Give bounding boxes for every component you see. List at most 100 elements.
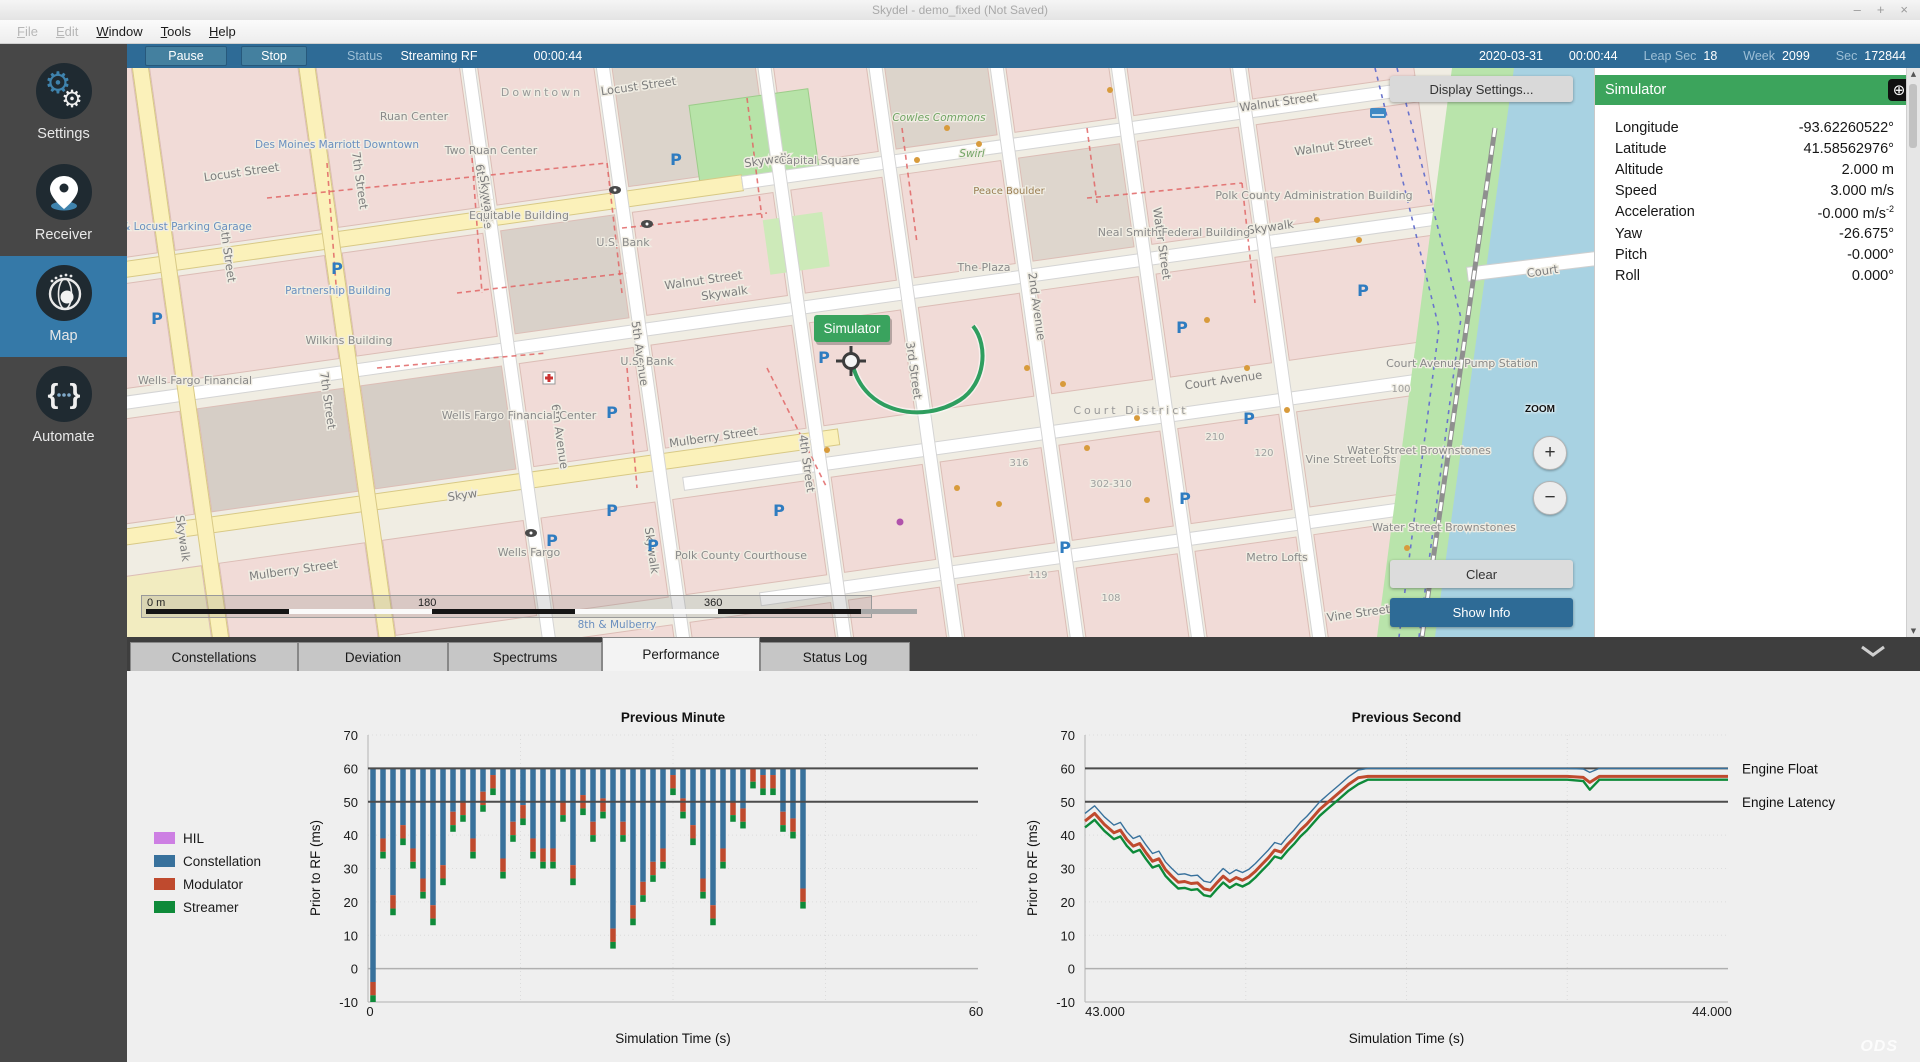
bar-modulator — [660, 848, 666, 861]
scroll-down-icon[interactable]: ▼ — [1907, 627, 1920, 635]
y-tick-label: 70 — [344, 728, 358, 743]
telemetry-value: 2.000 m — [1842, 162, 1894, 178]
bar-modulator — [450, 812, 456, 825]
parking-icon: P — [647, 536, 659, 555]
place-label: Equitable Building — [469, 209, 569, 222]
map-poi-dot — [1404, 545, 1410, 551]
bar-constellation — [470, 768, 476, 838]
chart-title: Previous Second — [1352, 710, 1462, 725]
braces-icon: {} — [36, 366, 92, 422]
menu-item-edit: Edit — [47, 22, 87, 41]
x-tick-label: 0 — [366, 1004, 373, 1019]
sidebar-item-automate[interactable]: {}Automate — [0, 357, 127, 458]
y-tick-label: 50 — [344, 795, 358, 810]
place-label: Court District — [1073, 404, 1188, 417]
telemetry-label: Acceleration — [1615, 204, 1695, 222]
sim-time: 00:00:44 — [1569, 49, 1618, 63]
globe-orbit-dot — [69, 275, 72, 278]
bar-streamer — [620, 835, 626, 842]
telemetry-value: 41.58562976° — [1804, 141, 1894, 157]
bar-streamer — [580, 808, 586, 815]
close-button[interactable]: × — [1900, 0, 1908, 20]
tab-deviation[interactable]: Deviation — [298, 642, 448, 671]
map-block — [1037, 277, 1152, 394]
elapsed-time: 00:00:44 — [534, 49, 583, 63]
sidebar-item-settings[interactable]: ⚙⚙Settings — [0, 54, 127, 155]
stop-button[interactable]: Stop — [241, 46, 307, 66]
y-tick-label: -10 — [339, 995, 358, 1010]
bar-modulator — [800, 889, 806, 902]
clear-button[interactable]: Clear — [1390, 560, 1573, 588]
location-pin-icon — [36, 164, 92, 220]
bar-modulator — [740, 808, 746, 821]
bar-constellation — [440, 768, 446, 865]
window-title: Skydel - demo_fixed (Not Saved) — [872, 3, 1048, 17]
menu-item-help[interactable]: Help — [200, 22, 245, 41]
x-tick-label: 60 — [969, 1004, 983, 1019]
tab-spectrums[interactable]: Spectrums — [448, 642, 602, 671]
bar-streamer — [610, 942, 616, 949]
y-tick-label: 20 — [1061, 895, 1075, 910]
bar-constellation — [530, 768, 536, 838]
bar-modulator — [390, 895, 396, 908]
scale-360: 360 — [704, 597, 722, 609]
zoom-out-button[interactable]: − — [1533, 481, 1567, 515]
sidebar-item-receiver[interactable]: Receiver — [0, 155, 127, 256]
toolbar: Pause Stop Status Streaming RF 00:00:44 … — [0, 44, 1920, 68]
tab-performance[interactable]: Performance — [602, 637, 760, 671]
bar-modulator — [560, 802, 566, 815]
telemetry-label: Roll — [1615, 268, 1640, 284]
parking-icon: P — [1059, 538, 1071, 557]
bar-streamer — [770, 788, 776, 795]
bar-modulator — [480, 792, 486, 805]
bar-constellation — [770, 768, 776, 775]
scroll-thumb[interactable] — [1909, 84, 1917, 148]
telemetry-value: -0.000° — [1847, 247, 1894, 263]
bar-modulator — [400, 825, 406, 838]
globe-orbit-dot — [50, 280, 53, 283]
minimize-button[interactable]: – — [1854, 0, 1861, 20]
gears-icon: ⚙⚙ — [36, 63, 92, 119]
map-block — [831, 464, 935, 572]
telemetry-label: Latitude — [1615, 141, 1667, 157]
menu-bar: FileEditWindowToolsHelp — [0, 20, 1920, 44]
map-poi-dot — [1024, 365, 1030, 371]
bar-constellation — [680, 768, 686, 798]
bar-constellation — [760, 768, 766, 775]
show-info-button[interactable]: Show Info — [1390, 598, 1573, 627]
menu-item-window[interactable]: Window — [87, 22, 151, 41]
brace-left: { — [47, 378, 58, 409]
bar-constellation — [460, 768, 466, 801]
menu-item-tools[interactable]: Tools — [152, 22, 200, 41]
map-canvas[interactable]: Locust StreetLocust StreetWalnut StreetW… — [127, 68, 1594, 637]
bar-streamer — [480, 805, 486, 812]
display-settings-button[interactable]: Display Settings... — [1390, 76, 1573, 102]
map-block — [673, 480, 827, 595]
bar-modulator — [770, 775, 776, 788]
telemetry-rows: Longitude-93.62260522°Latitude41.5856297… — [1595, 105, 1920, 287]
y-tick-label: 60 — [1061, 761, 1075, 776]
place-label: Peace Boulder — [973, 186, 1045, 197]
bar-streamer — [700, 892, 706, 899]
scroll-up-icon[interactable]: ▲ — [1907, 70, 1920, 78]
brace-dot — [62, 393, 66, 397]
pause-button[interactable]: Pause — [145, 46, 227, 66]
bar-constellation — [560, 768, 566, 801]
bar-streamer — [490, 788, 496, 795]
sidebar-item-map[interactable]: Map — [0, 256, 127, 357]
bar-constellation — [400, 768, 406, 825]
tab-status-log[interactable]: Status Log — [760, 642, 910, 671]
bar-modulator — [420, 879, 426, 892]
y-axis-label: Prior to RF (ms) — [308, 820, 323, 916]
panel-scrollbar[interactable]: ▲ ▼ — [1906, 68, 1920, 637]
menu-item-file: File — [8, 22, 47, 41]
collapse-panel-chevron-down-icon[interactable] — [1860, 645, 1886, 663]
bar-streamer — [650, 875, 656, 882]
maximize-button[interactable]: + — [1877, 0, 1885, 20]
map-street-grid — [127, 68, 1594, 637]
zoom-in-button[interactable]: + — [1533, 436, 1567, 470]
bar-modulator — [410, 848, 416, 861]
threshold-label: Engine Latency — [1742, 795, 1835, 810]
bar-constellation — [710, 768, 716, 905]
tab-constellations[interactable]: Constellations — [130, 642, 298, 671]
